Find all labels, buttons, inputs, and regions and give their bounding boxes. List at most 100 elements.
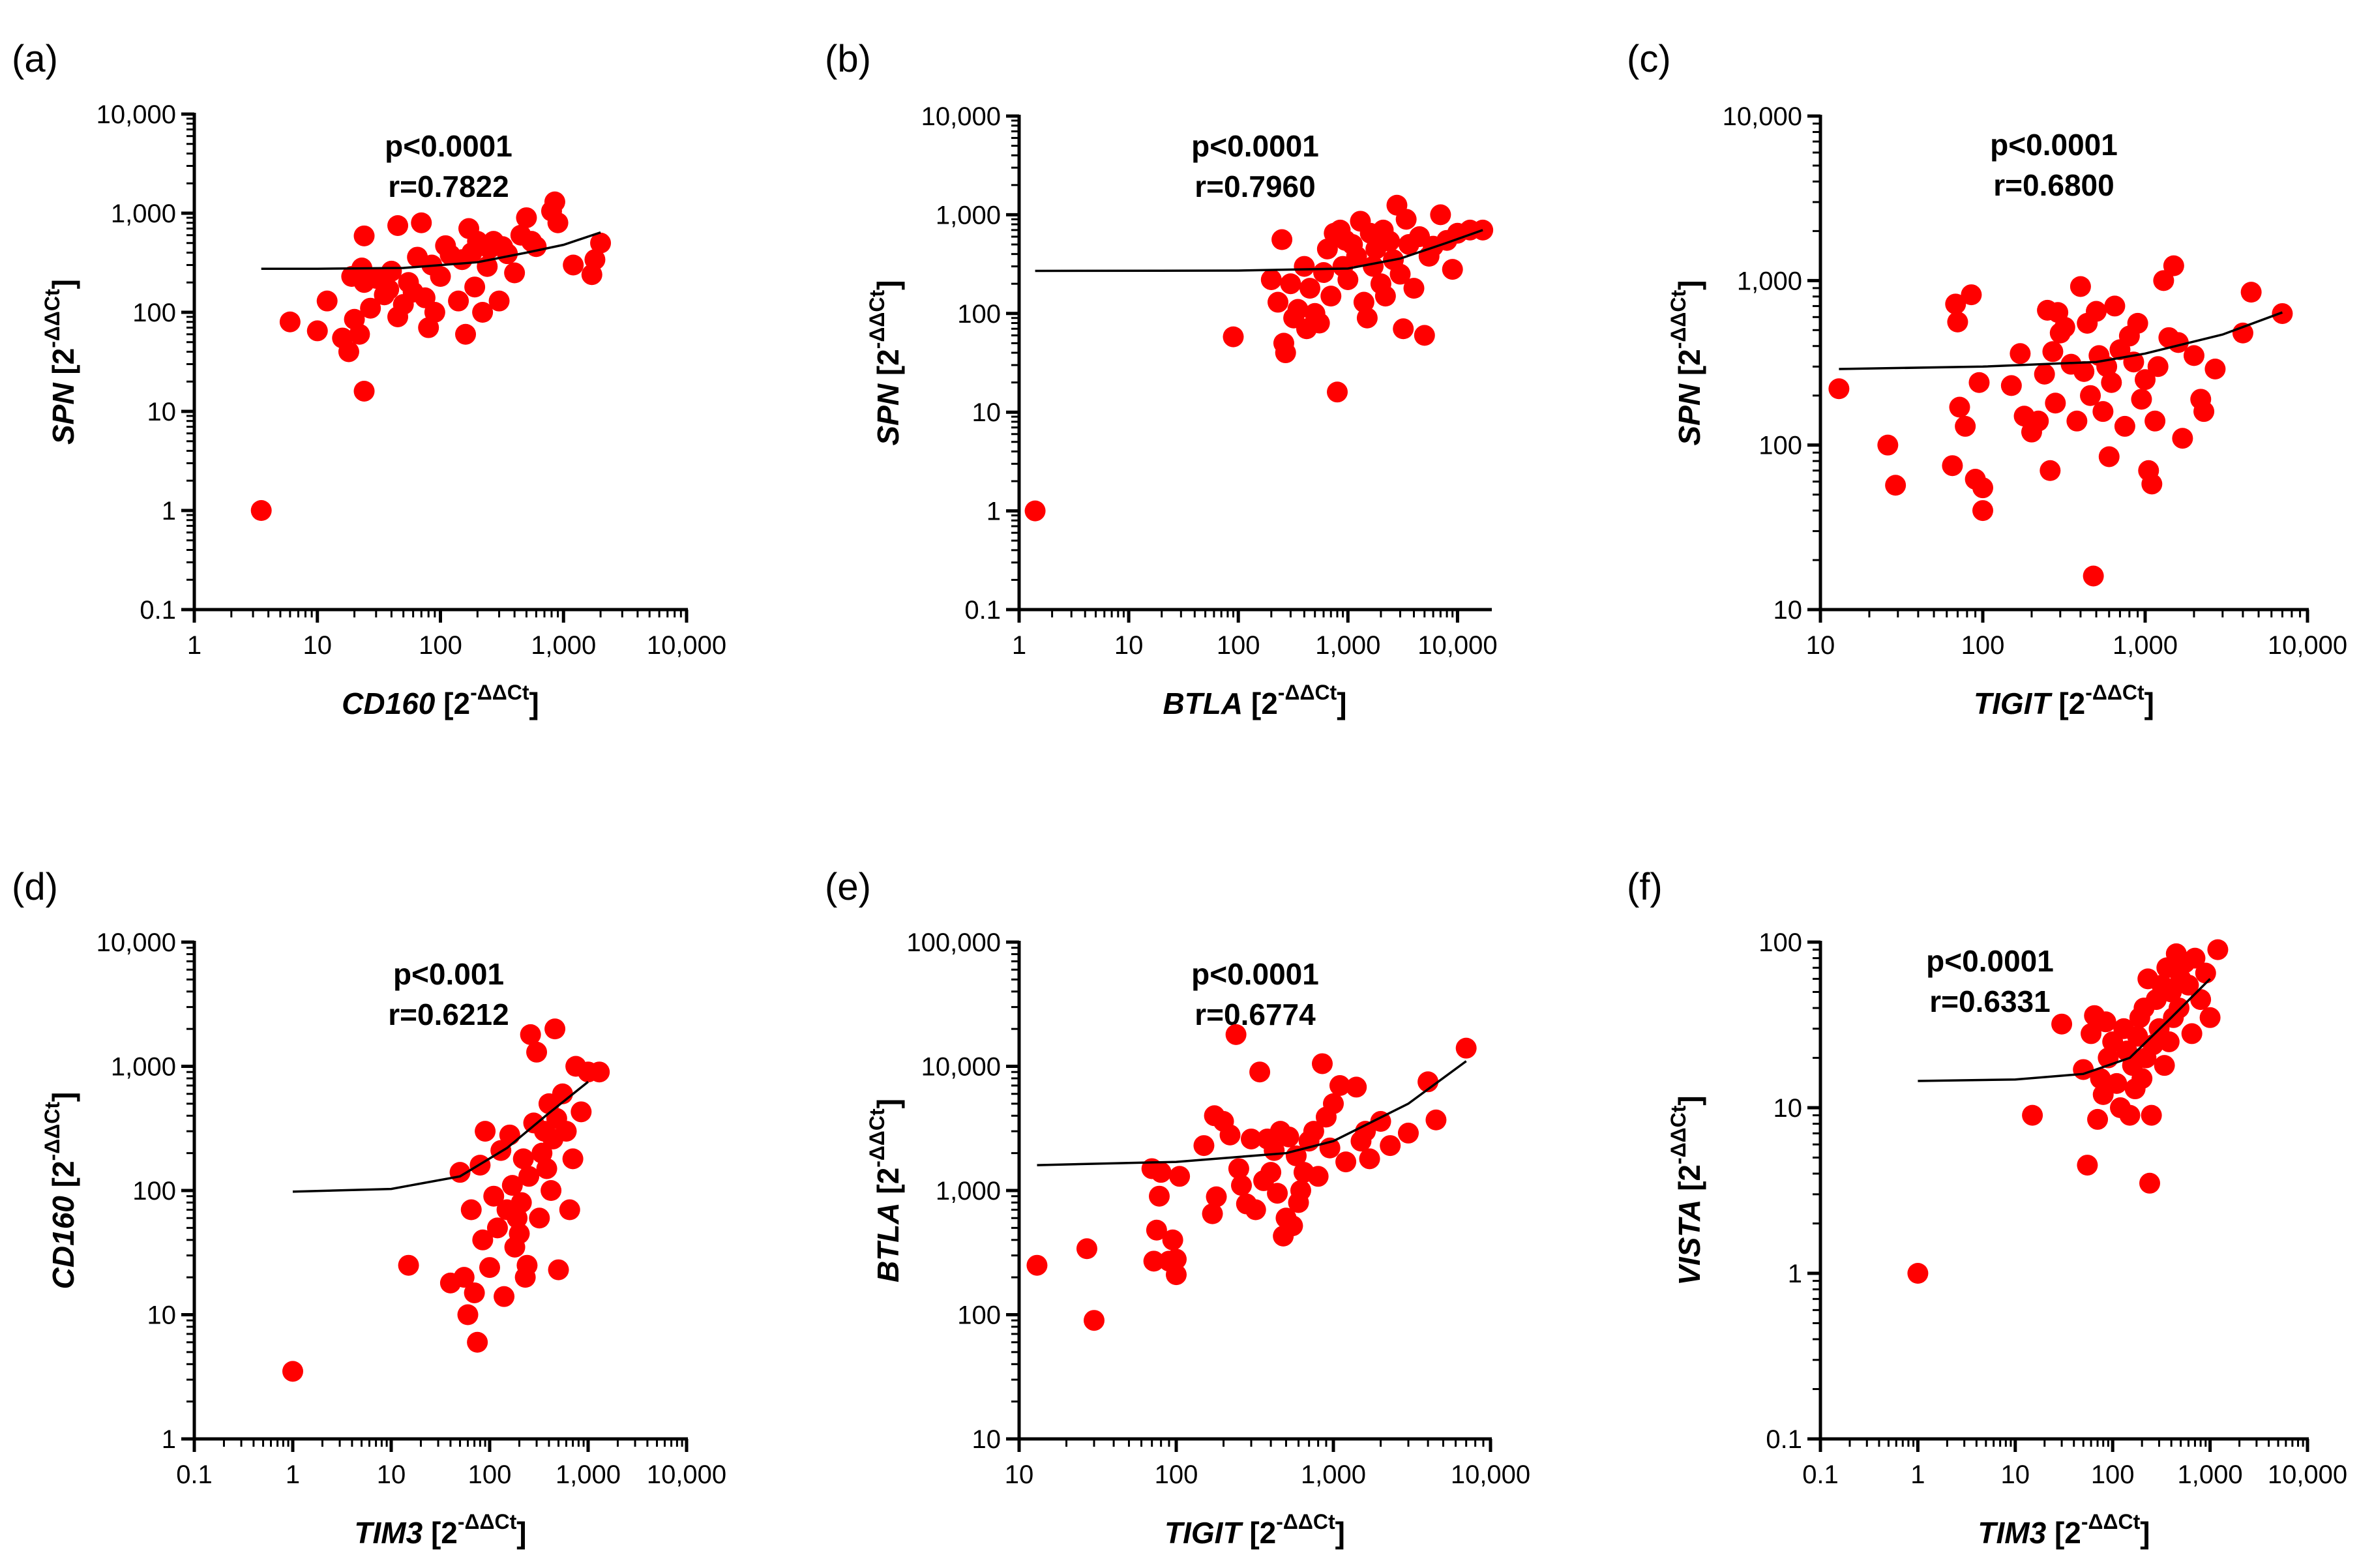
data-point bbox=[2232, 322, 2253, 344]
panel-label: (b) bbox=[825, 38, 871, 80]
data-point bbox=[398, 1254, 419, 1276]
data-point bbox=[1968, 372, 1990, 393]
data-point bbox=[1353, 291, 1374, 313]
data-point bbox=[1245, 1199, 1266, 1220]
data-point bbox=[1335, 1151, 1357, 1173]
y-axis-title: VISTA [2-ΔΔCt] bbox=[1667, 1095, 1706, 1286]
data-point bbox=[1307, 1166, 1329, 1187]
x-axis-unit-close: ] bbox=[516, 1516, 526, 1550]
y-tick-label: 100,000 bbox=[906, 928, 1001, 957]
data-point bbox=[2184, 947, 2206, 969]
data-point bbox=[504, 262, 526, 284]
y-axis-title: CD160 [2-ΔΔCt] bbox=[40, 1092, 80, 1290]
fit-line bbox=[1035, 229, 1483, 273]
y-axis-unit-exponent: -ΔΔCt bbox=[1667, 1105, 1690, 1164]
data-point bbox=[1949, 396, 1970, 418]
data-point bbox=[2028, 410, 2049, 432]
data-point bbox=[589, 1061, 610, 1083]
data-point bbox=[1425, 1109, 1447, 1131]
data-point bbox=[475, 1121, 496, 1142]
data-point bbox=[2139, 1172, 2161, 1194]
y-tick-label: 10 bbox=[147, 398, 177, 426]
data-point bbox=[1329, 1075, 1350, 1097]
y-tick-label: 10,000 bbox=[921, 102, 1001, 131]
data-point bbox=[1316, 238, 1338, 259]
data-point bbox=[1370, 1111, 1391, 1132]
r-value-label: r=0.6212 bbox=[388, 998, 509, 1031]
fit-line bbox=[1918, 978, 2211, 1082]
data-point bbox=[1320, 286, 1342, 307]
x-tick-label: 0.1 bbox=[1802, 1460, 1839, 1489]
data-point bbox=[1285, 1145, 1307, 1166]
data-point bbox=[2178, 974, 2199, 996]
data-point bbox=[2131, 389, 2152, 410]
data-point bbox=[2131, 1068, 2153, 1089]
data-point bbox=[1942, 455, 1963, 477]
data-point bbox=[2087, 1108, 2109, 1130]
fit-line bbox=[261, 231, 601, 270]
data-point bbox=[1146, 1219, 1167, 1241]
data-point bbox=[1169, 1166, 1191, 1187]
x-tick-label: 10,000 bbox=[1417, 631, 1497, 660]
data-point bbox=[1267, 1183, 1288, 1204]
x-tick-label: 1 bbox=[1910, 1460, 1925, 1489]
x-tick-label: 10,000 bbox=[647, 631, 726, 660]
x-tick-label: 10 bbox=[1114, 631, 1144, 660]
data-point bbox=[1885, 475, 1906, 496]
data-point bbox=[1290, 1180, 1311, 1201]
data-point bbox=[518, 1166, 540, 1187]
x-tick-label: 100 bbox=[419, 631, 462, 660]
data-point bbox=[2070, 276, 2091, 297]
data-point bbox=[2054, 316, 2075, 338]
x-axis-title: CD160 [2-ΔΔCt] bbox=[342, 681, 539, 720]
y-tick-label: 100 bbox=[957, 300, 1001, 329]
chart-panel: (e) 10 100 1,000 10,000 10 100 1,000 10,000 100,0… bbox=[825, 866, 1530, 1550]
x-axis-unit-exponent: -ΔΔCt bbox=[2085, 681, 2144, 704]
y-tick-label: 1,000 bbox=[111, 200, 176, 228]
data-point bbox=[1323, 1093, 1344, 1114]
data-point bbox=[2090, 1068, 2111, 1089]
y-axis-gene: VISTA bbox=[1672, 1200, 1706, 1286]
data-point bbox=[563, 254, 584, 276]
x-axis-title: TIM3 [2-ΔΔCt] bbox=[354, 1510, 526, 1550]
data-point bbox=[1206, 1186, 1227, 1207]
data-point bbox=[424, 302, 445, 323]
data-point bbox=[2190, 989, 2212, 1011]
data-point bbox=[1026, 1254, 1048, 1276]
data-point bbox=[497, 243, 518, 265]
data-point bbox=[1260, 1162, 1282, 1183]
data-point bbox=[488, 290, 510, 312]
data-point bbox=[2141, 1104, 2162, 1126]
x-tick-label: 1,000 bbox=[556, 1460, 621, 1489]
data-point bbox=[2181, 1023, 2203, 1044]
y-axis-unit-close: ] bbox=[871, 1099, 905, 1108]
data-point bbox=[1264, 1140, 1285, 1161]
x-tick-label: 1 bbox=[1012, 631, 1026, 660]
data-point bbox=[1972, 477, 1993, 499]
data-point bbox=[448, 290, 469, 312]
data-point bbox=[511, 1192, 532, 1213]
data-point bbox=[1414, 325, 1435, 346]
y-axis-gene: SPN bbox=[871, 383, 905, 445]
data-point bbox=[387, 214, 409, 236]
x-tick-label: 10 bbox=[1806, 631, 1835, 660]
y-tick-label: 10 bbox=[1773, 1094, 1803, 1123]
x-axis-unit: [2 bbox=[2058, 687, 2085, 720]
data-point bbox=[1972, 500, 1993, 522]
data-point bbox=[541, 1180, 562, 1201]
data-point bbox=[2042, 341, 2064, 362]
panel-label: (f) bbox=[1627, 866, 1663, 908]
data-point bbox=[411, 212, 432, 233]
y-axis-title: SPN [2-ΔΔCt] bbox=[40, 279, 80, 445]
data-point bbox=[1430, 204, 1451, 226]
data-point bbox=[1947, 311, 1968, 333]
data-point bbox=[1356, 307, 1378, 329]
x-axis-unit: [2 bbox=[431, 1516, 458, 1550]
data-point bbox=[1260, 269, 1282, 290]
data-point bbox=[2095, 1011, 2116, 1033]
x-tick-label: 0.1 bbox=[176, 1460, 213, 1489]
x-axis-unit-close: ] bbox=[1337, 687, 1346, 720]
p-value-label: p<0.001 bbox=[393, 957, 504, 991]
y-axis-gene: SPN bbox=[46, 383, 80, 445]
data-point bbox=[1219, 1124, 1241, 1146]
